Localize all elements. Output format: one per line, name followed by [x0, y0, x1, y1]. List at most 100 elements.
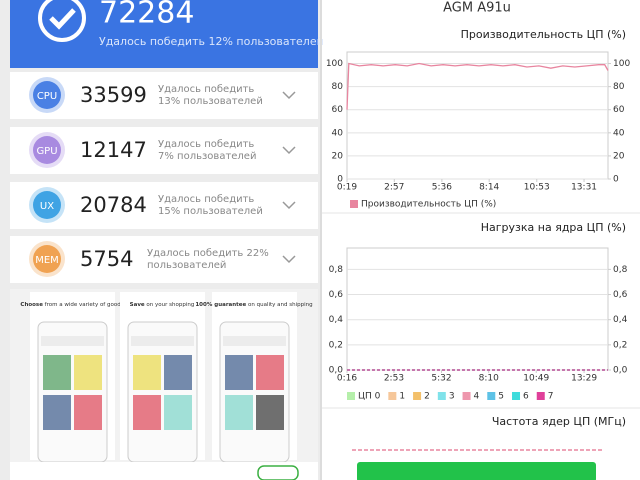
icon-label: CPU	[37, 91, 57, 102]
score-header	[10, 0, 318, 68]
phone-image	[256, 395, 284, 430]
expand-chevron[interactable]	[282, 146, 296, 155]
legend-label: 4	[474, 392, 480, 402]
phone-toolbar	[223, 336, 286, 346]
score-desc: Удалось победить	[158, 194, 254, 205]
legend-label: ЦП 0	[358, 392, 381, 402]
legend-swatch	[388, 392, 397, 400]
legend-swatch	[350, 200, 358, 208]
legend-swatch	[347, 392, 355, 400]
phone-image	[164, 355, 192, 390]
x-tick-label: 8:14	[479, 183, 499, 193]
y-tick-label: 80	[332, 82, 344, 92]
chart-title: Производительность ЦП (%)	[461, 28, 626, 41]
y2-tick-label: 0	[613, 175, 619, 185]
x-tick-label: 5:36	[432, 183, 452, 193]
promo-rest: from a wide variety of goods	[45, 302, 124, 308]
score-desc: Удалось победить	[158, 139, 254, 150]
freq-title: Частота ядер ЦП (МГц)	[492, 415, 626, 428]
phone-image	[164, 395, 192, 430]
phone-toolbar	[131, 336, 194, 346]
x-tick-label: 2:57	[384, 183, 404, 193]
score-card	[10, 127, 318, 174]
x-tick-label: 5:32	[431, 374, 451, 384]
score-card	[10, 72, 318, 119]
icon-label: UX	[40, 201, 54, 212]
score: 33599	[80, 83, 147, 107]
score-desc: Удалось победить 22%	[147, 248, 269, 259]
score-card	[10, 182, 318, 229]
chart-title: Нагрузка на ядра ЦП (%)	[481, 221, 626, 234]
y-tick-label: 0,6	[329, 290, 344, 300]
legend-label: 7	[548, 392, 554, 402]
promo-bold: Save	[130, 302, 145, 308]
y2-tick-label: 0,2	[613, 340, 627, 350]
y2-tick-label: 0,8	[613, 265, 628, 275]
promo-rest: on quality and shipping	[248, 302, 313, 308]
score-card	[10, 236, 318, 283]
phone-toolbar	[41, 336, 104, 346]
promo-cards: Choose from a wide variety of goods Save …	[20, 292, 313, 463]
divider	[320, 0, 322, 480]
charts: Производительность ЦП (%)020406080100020…	[326, 28, 631, 402]
y-tick-label: 0	[337, 175, 343, 185]
legend-swatch	[512, 392, 521, 400]
legend-swatch	[536, 392, 545, 400]
phone-image	[43, 395, 71, 430]
legend-label: 5	[498, 392, 504, 402]
y-tick-label: 0,2	[329, 340, 343, 350]
promo-text: Save on your shopping	[130, 302, 195, 308]
y2-tick-label: 0,6	[613, 290, 628, 300]
expand-chevron[interactable]	[282, 91, 296, 100]
y-tick-label: 60	[332, 105, 344, 115]
action-button[interactable]	[357, 462, 596, 480]
y-tick-label: 0,4	[329, 315, 344, 325]
y-tick-label: 100	[326, 59, 343, 69]
check-mark	[49, 8, 76, 30]
y2-tick-label: 40	[613, 128, 625, 138]
x-tick-label: 13:29	[571, 374, 597, 384]
phone-image	[256, 355, 284, 390]
promo-footer	[10, 462, 318, 480]
promo-bold: Choose	[20, 302, 43, 308]
install-button[interactable]	[257, 465, 299, 480]
expand-chevron[interactable]	[282, 201, 296, 210]
y2-tick-label: 60	[613, 105, 625, 115]
y-tick-label: 20	[332, 151, 344, 161]
phone-image	[133, 395, 161, 430]
y2-tick-label: 0,4	[613, 315, 628, 325]
legend-swatch	[462, 392, 471, 400]
x-tick-label: 0:19	[337, 183, 357, 193]
legend-label: Производительность ЦП (%)	[361, 200, 496, 210]
legend-label: 2	[424, 392, 430, 402]
y2-tick-label: 80	[613, 82, 625, 92]
x-tick-label: 10:49	[523, 374, 549, 384]
total-score: 72284	[99, 0, 194, 31]
y2-tick-label: 20	[613, 151, 625, 161]
phone-image	[225, 395, 253, 430]
score: 5754	[80, 247, 133, 271]
y-tick-label: 0,8	[329, 265, 344, 275]
score-desc: Удалось победить	[158, 84, 254, 95]
y-tick-label: 40	[332, 128, 344, 138]
phone-image	[74, 355, 102, 390]
phone-image	[74, 395, 102, 430]
phone-image	[133, 355, 161, 390]
promo-text: 100% guarantee on quality and shipping	[195, 302, 312, 308]
x-tick-label: 8:10	[479, 374, 499, 384]
score: 20784	[80, 193, 147, 217]
x-tick-label: 10:53	[524, 183, 550, 193]
icon	[33, 245, 61, 273]
icon	[33, 136, 61, 164]
series-line	[346, 62, 609, 110]
y2-tick-label: 0,0	[613, 366, 628, 376]
phone-image	[225, 355, 253, 390]
promo-bold: 100% guarantee	[195, 302, 246, 308]
legend-label: 1	[399, 392, 405, 402]
score-desc: 7% пользователей	[158, 151, 256, 162]
score-desc: 15% пользователей	[158, 206, 263, 217]
expand-chevron[interactable]	[282, 255, 296, 264]
